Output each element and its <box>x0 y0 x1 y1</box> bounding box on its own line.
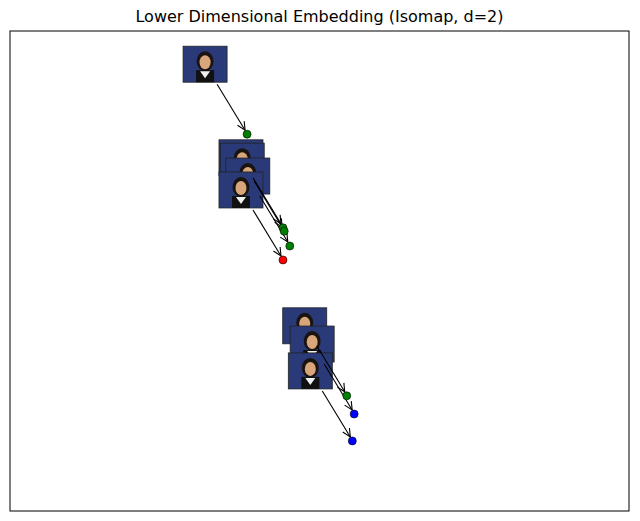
face-thumbnail <box>288 353 332 389</box>
arrow-shaft <box>317 346 345 392</box>
arrow <box>317 346 345 392</box>
thumb-face <box>235 181 246 195</box>
face-thumbnail <box>219 172 263 208</box>
plot-frame <box>10 31 629 511</box>
arrow-shaft <box>217 84 245 130</box>
arrows <box>217 84 352 437</box>
arrow-head <box>345 401 353 410</box>
thumb-hair <box>197 51 214 71</box>
thumbnails <box>183 46 334 389</box>
thumb-body <box>301 377 319 389</box>
arrow-shaft <box>254 181 282 227</box>
point <box>348 437 356 445</box>
point <box>350 410 358 418</box>
point <box>286 242 294 250</box>
arrow-shaft <box>322 391 350 437</box>
arrow <box>260 196 288 242</box>
plot-area <box>183 46 358 445</box>
thumb-body <box>196 70 214 82</box>
arrow-head <box>273 247 281 256</box>
arrow <box>254 181 282 227</box>
arrow-shaft <box>253 210 281 256</box>
thumb-face <box>307 335 318 349</box>
arrow <box>324 364 352 410</box>
arrow <box>322 391 350 437</box>
point <box>343 392 351 400</box>
thumb-hair <box>232 177 249 197</box>
point <box>279 256 287 264</box>
chart-container: Lower Dimensional Embedding (Isomap, d=2… <box>0 0 640 521</box>
chart-svg: Lower Dimensional Embedding (Isomap, d=2… <box>0 0 640 521</box>
points <box>243 130 358 445</box>
thumb-body <box>232 196 250 208</box>
thumb-collar <box>200 71 210 78</box>
thumb-hair <box>302 358 319 378</box>
arrow-shaft <box>260 196 288 242</box>
thumb-collar <box>305 378 315 385</box>
point <box>280 227 288 235</box>
arrow-shaft <box>324 364 352 410</box>
thumb-bg <box>183 46 227 82</box>
arrow-head <box>238 121 246 130</box>
title: Lower Dimensional Embedding (Isomap, d=2… <box>135 7 503 26</box>
point <box>243 130 251 138</box>
arrow <box>253 210 281 256</box>
face-thumbnail <box>183 46 227 82</box>
thumb-bg <box>288 353 332 389</box>
arrow <box>217 84 245 130</box>
thumb-collar <box>236 197 246 204</box>
thumb-face <box>200 55 211 69</box>
arrow-head <box>343 428 351 437</box>
thumb-bg <box>219 172 263 208</box>
thumb-face <box>305 362 316 376</box>
